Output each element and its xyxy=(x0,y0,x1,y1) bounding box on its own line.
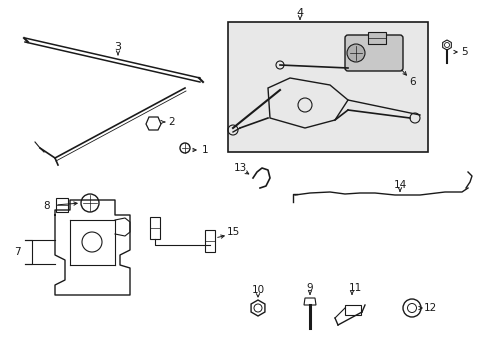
Text: 10: 10 xyxy=(251,285,264,295)
Text: 4: 4 xyxy=(296,8,303,18)
Text: 8: 8 xyxy=(43,201,50,211)
Bar xyxy=(227,22,427,152)
Text: 9: 9 xyxy=(306,283,313,293)
Bar xyxy=(150,217,160,239)
Text: 2: 2 xyxy=(168,117,175,127)
Bar xyxy=(56,198,68,212)
Text: 11: 11 xyxy=(347,283,361,293)
Text: 15: 15 xyxy=(226,227,239,237)
Text: 13: 13 xyxy=(233,163,246,173)
Text: 7: 7 xyxy=(14,247,20,257)
Text: 12: 12 xyxy=(423,303,436,313)
Bar xyxy=(204,230,215,252)
Bar xyxy=(367,32,385,44)
FancyBboxPatch shape xyxy=(345,35,402,71)
Text: 6: 6 xyxy=(409,77,415,87)
Text: 14: 14 xyxy=(392,180,406,190)
Text: 5: 5 xyxy=(461,47,468,57)
Bar xyxy=(345,305,360,315)
Circle shape xyxy=(346,44,364,62)
Text: 1: 1 xyxy=(201,145,208,155)
Text: 3: 3 xyxy=(114,42,121,52)
